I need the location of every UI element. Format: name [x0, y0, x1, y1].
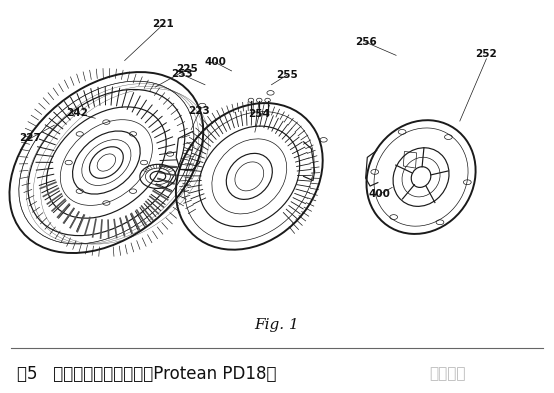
Text: 254: 254	[248, 109, 270, 119]
Text: 221: 221	[152, 19, 175, 29]
Text: 252: 252	[475, 49, 497, 59]
Text: 253: 253	[171, 69, 193, 79]
Text: Fig. 1: Fig. 1	[255, 318, 299, 332]
Text: 256: 256	[355, 37, 377, 47]
Text: 225: 225	[176, 64, 198, 74]
Text: 电动学堂: 电动学堂	[429, 366, 466, 381]
Text: 图5   典型的直驱轮毂电机（Protean PD18）: 图5 典型的直驱轮毂电机（Protean PD18）	[17, 365, 276, 383]
Text: 223: 223	[188, 107, 211, 116]
Text: 255: 255	[276, 70, 298, 80]
Text: 400: 400	[204, 57, 226, 67]
Text: 242: 242	[66, 108, 89, 118]
Text: 227: 227	[19, 133, 42, 143]
Text: 400: 400	[368, 189, 391, 199]
